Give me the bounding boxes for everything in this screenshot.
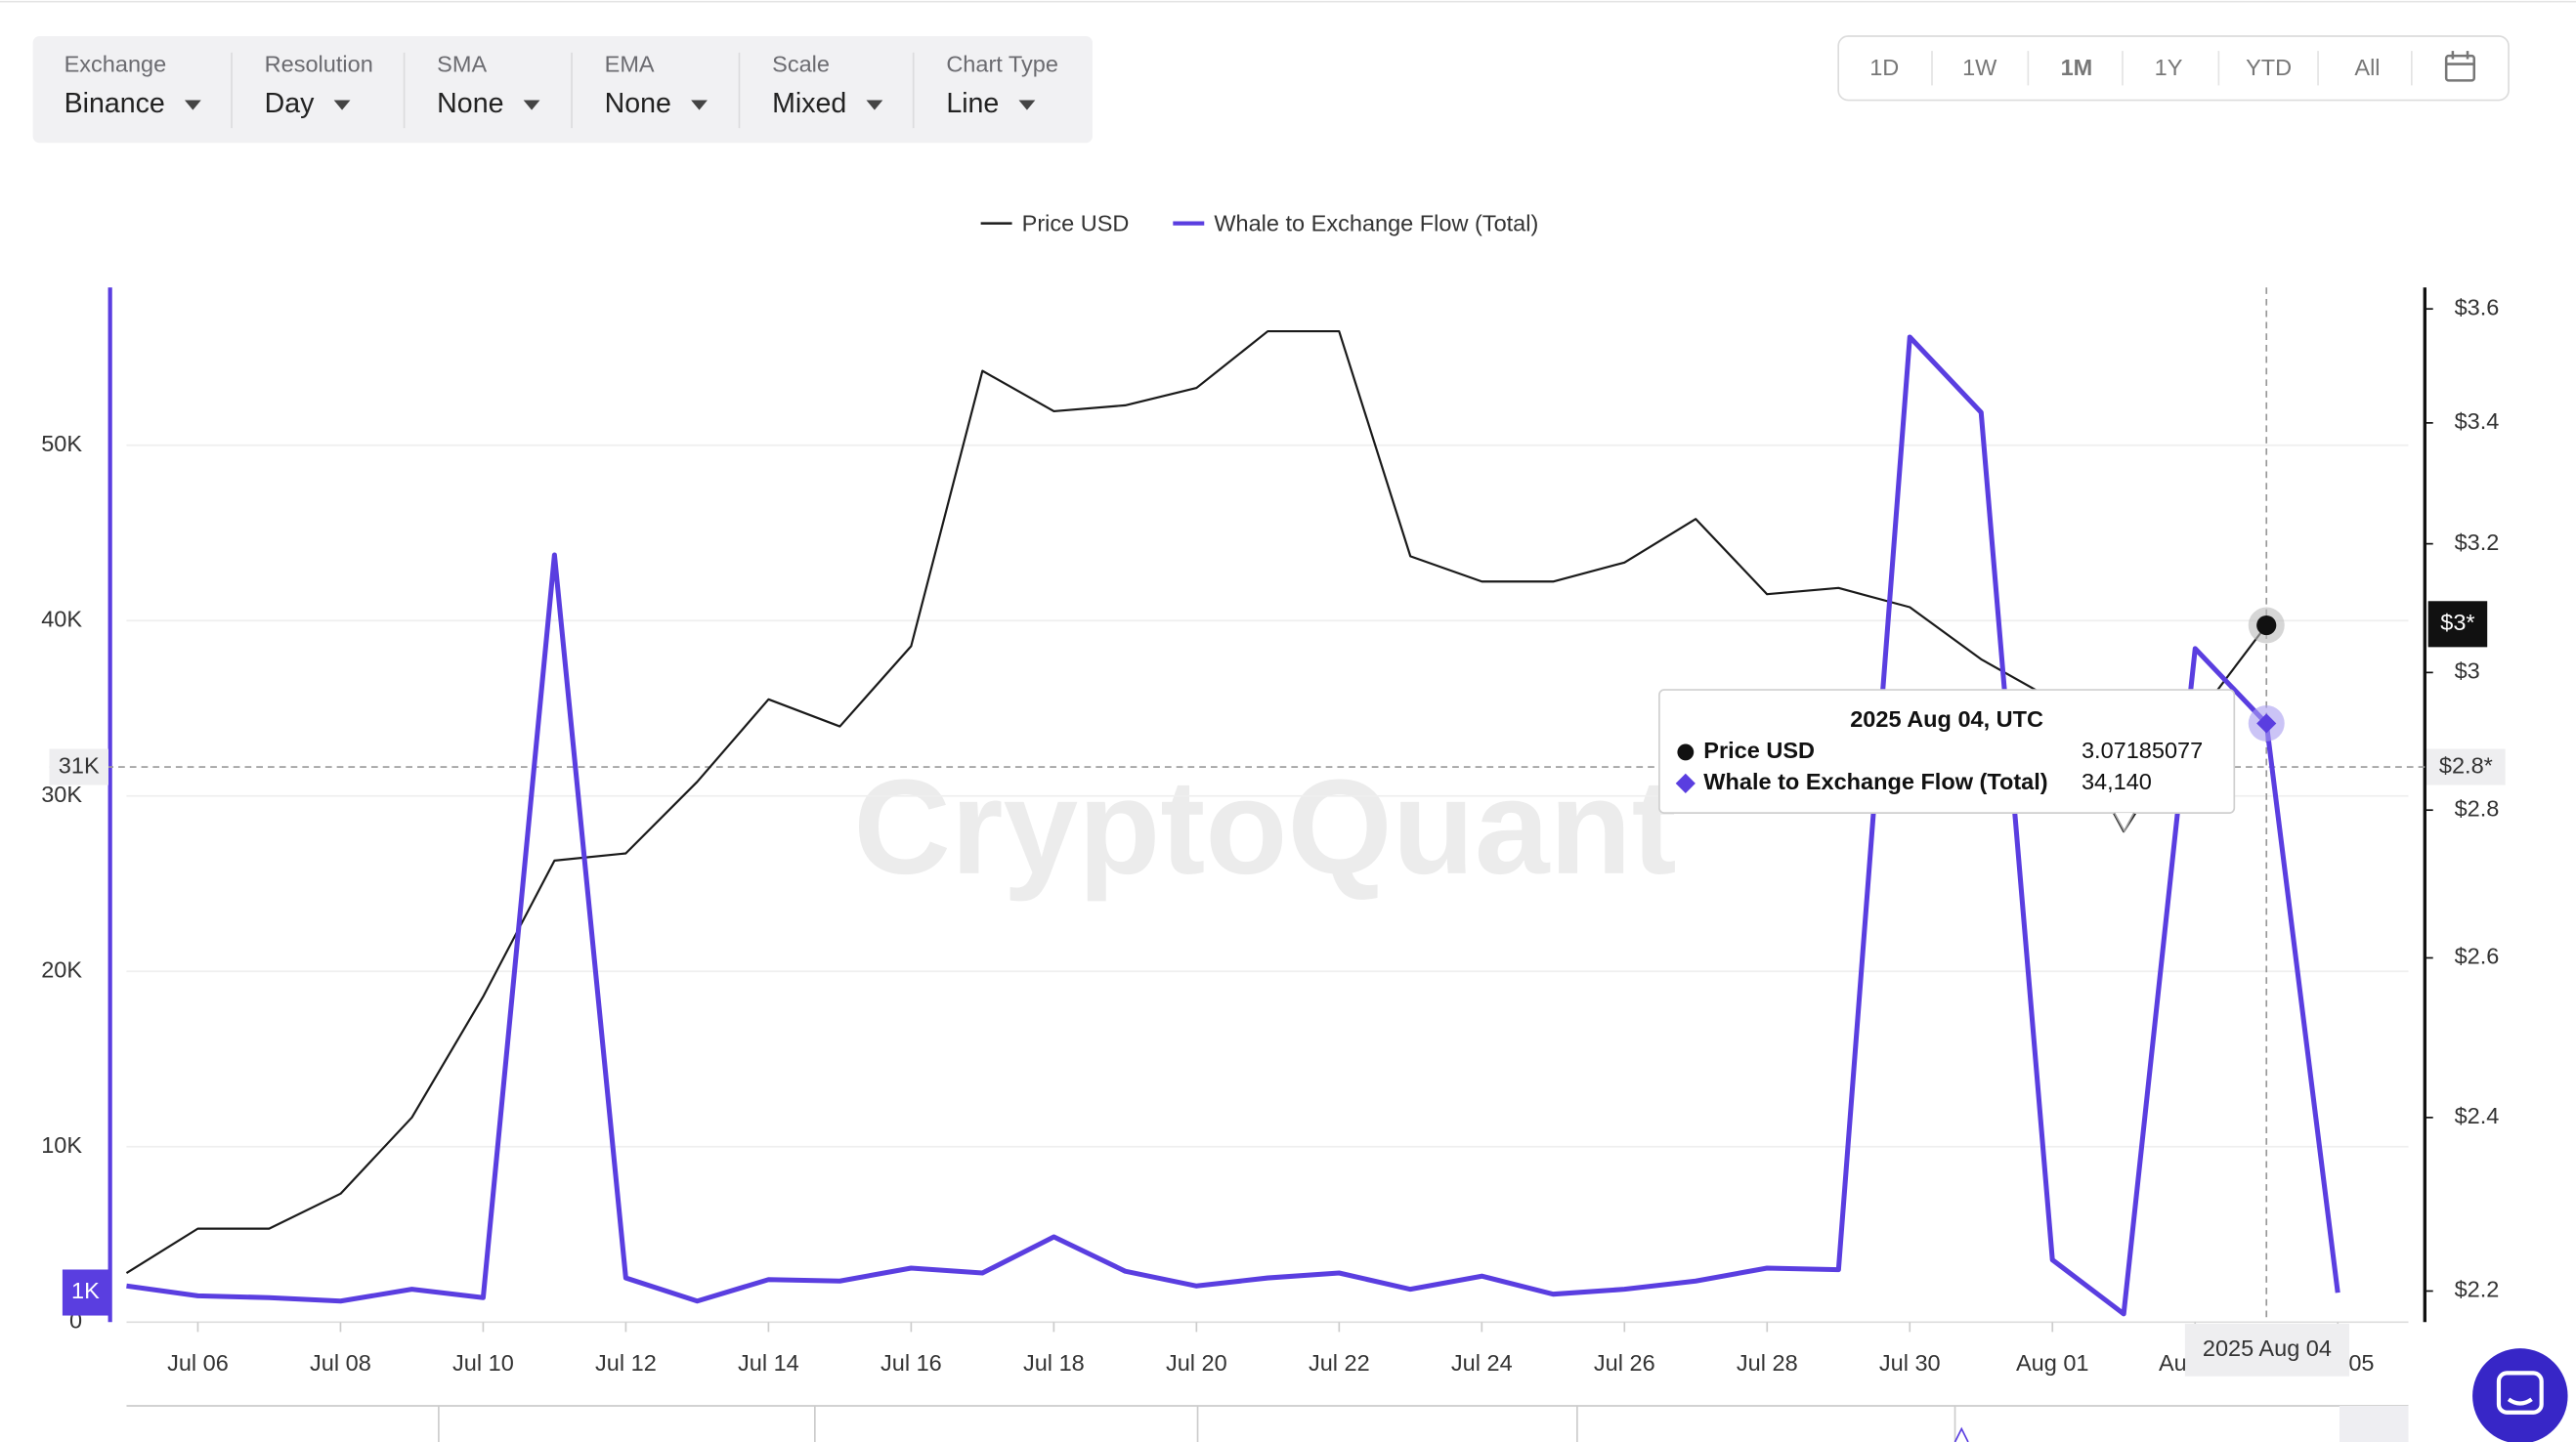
x-tick-label: Jul 30 — [1879, 1350, 1941, 1376]
x-tick-label: Jul 16 — [880, 1350, 942, 1376]
legend-label[interactable]: Whale to Exchange Flow (Total) — [1214, 211, 1538, 236]
x-tick-label: Jul 10 — [452, 1350, 514, 1376]
navigator — [126, 1405, 2409, 1442]
dropdown[interactable]: Scale Mixed — [772, 51, 883, 119]
y-tick-label: 20K — [41, 956, 82, 982]
x-tick-label: Jul 08 — [310, 1350, 371, 1376]
y2-tick-label: $2.8 — [2455, 795, 2500, 821]
tooltip-icon — [1677, 743, 1695, 761]
flow-badge — [62, 1269, 110, 1316]
chat-button[interactable] — [2472, 1348, 2568, 1442]
dropdown-caret — [1018, 100, 1036, 110]
crosshair-label-box — [2426, 748, 2506, 785]
crosshair-x-label: 2025 Aug 04 — [2203, 1336, 2332, 1361]
range-button[interactable]: All — [2354, 55, 2380, 80]
range-button[interactable]: 1Y — [2155, 55, 2183, 80]
chart: CryptoQuant Price USD Whale to Exchange Fl… — [41, 211, 2506, 1377]
range-button[interactable]: 1M — [2061, 55, 2093, 80]
range-button[interactable]: 1D — [1869, 55, 1899, 80]
dropdown-label: Resolution — [265, 51, 373, 76]
crosshair-label-box — [49, 748, 108, 785]
dropdown[interactable]: EMA None — [605, 51, 708, 119]
dropdown[interactable]: Resolution Day — [265, 51, 373, 119]
x-tick-label: Aug 01 — [2016, 1350, 2089, 1376]
y2-tick-label: $2.6 — [2455, 944, 2500, 969]
tooltip-value: 3.07185077 — [2082, 738, 2203, 763]
price-badge — [2427, 601, 2488, 648]
tooltip-title: 2025 Aug 04, UTC — [1850, 706, 2043, 732]
y2-tick-label: $2.2 — [2455, 1277, 2500, 1302]
dropdown-value: Mixed — [772, 88, 846, 119]
dropdown-value: None — [437, 88, 503, 119]
tooltip-pointer — [2113, 812, 2135, 833]
range-button[interactable]: YTD — [2246, 55, 2292, 80]
dropdown-label: Exchange — [64, 51, 167, 76]
dropdown-caret — [184, 100, 201, 110]
x-tick-label: Jul 26 — [1594, 1350, 1655, 1376]
x-tick-label: Jul 18 — [1023, 1350, 1085, 1376]
dropdown-label: SMA — [437, 51, 487, 76]
dropdown-caret — [866, 100, 883, 110]
y-tick-label: 50K — [41, 431, 82, 456]
crosshair-label-box — [2184, 1323, 2349, 1377]
legend-label[interactable]: Price USD — [1022, 211, 1130, 236]
x-tick-label: Jul 24 — [1451, 1350, 1513, 1376]
x-tick-label: Jul 22 — [1309, 1350, 1370, 1376]
y2-tick-label: $3.4 — [2455, 408, 2500, 434]
x-tick-label: Jul 20 — [1166, 1350, 1227, 1376]
y-tick-label: 30K — [41, 782, 82, 807]
dropdown-caret — [523, 100, 540, 110]
price-badge-label: $3* — [2440, 610, 2474, 635]
dropdown[interactable]: SMA None — [437, 51, 540, 119]
y2-tick-label: $3.2 — [2455, 530, 2500, 555]
tooltip-value: 34,140 — [2082, 769, 2152, 794]
watermark: CryptoQuant — [853, 752, 1676, 903]
tooltip: 2025 Aug 04, UTC Price USD 3.07185077 Whale… — [1658, 689, 2236, 833]
range-button[interactable]: 1W — [1962, 55, 1997, 80]
tooltip-name: Whale to Exchange Flow (Total) — [1703, 769, 2047, 794]
range-selector — [1837, 35, 2510, 102]
dropdown-value: Line — [946, 88, 999, 119]
tooltip-name: Price USD — [1703, 738, 1815, 763]
calendar-icon[interactable] — [2444, 51, 2476, 82]
dropdown-label: Scale — [772, 51, 830, 76]
x-tick-label: Jul 14 — [738, 1350, 799, 1376]
dropdown-value: None — [605, 88, 671, 119]
toolbar — [32, 35, 1093, 144]
dropdown-label: EMA — [605, 51, 655, 76]
series-line — [125, 329, 2268, 1274]
dropdown[interactable]: Exchange Binance — [64, 51, 201, 119]
hover-point — [2256, 615, 2277, 636]
y2-tick-label: $3.6 — [2455, 294, 2500, 319]
dropdown-value: Day — [265, 88, 316, 119]
series-line — [126, 334, 2340, 1317]
tooltip-box — [1658, 689, 2236, 814]
x-tick-label: Jul 28 — [1737, 1350, 1798, 1376]
flow-badge-label: 1K — [71, 1278, 100, 1303]
y-tick-label: 10K — [41, 1132, 82, 1158]
x-tick-label: Jul 12 — [595, 1350, 657, 1376]
dropdown-label: Chart Type — [946, 51, 1058, 76]
dropdown-caret — [691, 100, 708, 110]
dropdown-value: Binance — [64, 88, 165, 119]
y2-tick-label: $2.4 — [2455, 1103, 2500, 1128]
y2-tick-label: $3 — [2455, 658, 2480, 684]
x-tick-label: Jul 06 — [167, 1350, 229, 1376]
dropdown[interactable]: Chart Type Line — [946, 51, 1058, 119]
y-tick-label: 40K — [41, 606, 82, 631]
crosshair-y2-label: $2.8* — [2439, 752, 2493, 778]
crosshair-y-label: 31K — [59, 752, 100, 778]
dropdown-caret — [333, 100, 351, 110]
